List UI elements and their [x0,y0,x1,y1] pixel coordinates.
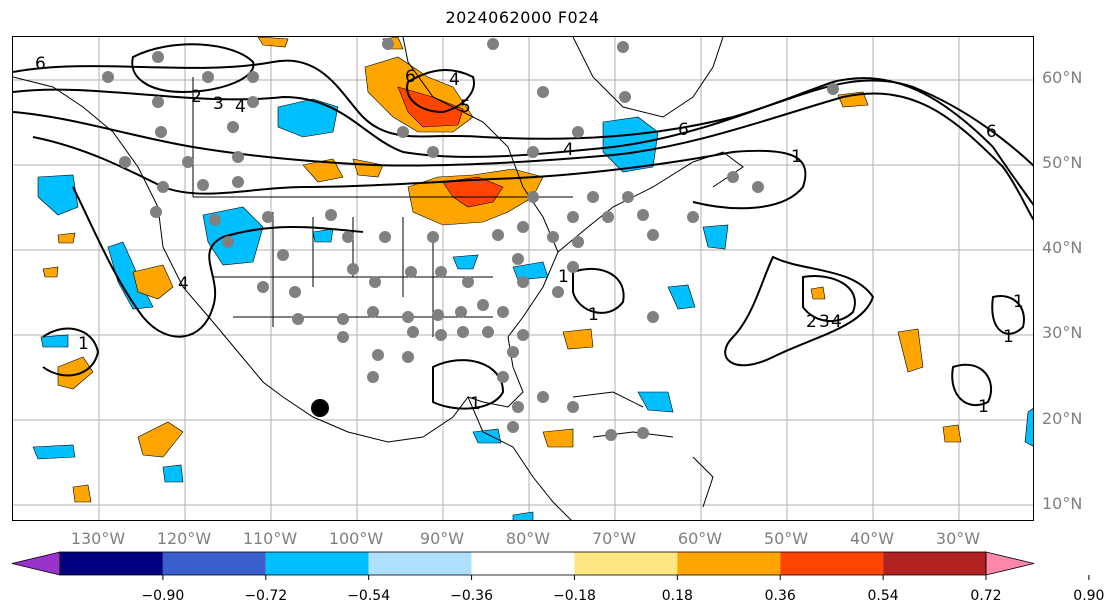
colorbar-extend-high [985,551,1035,576]
contour-label: 6 [678,120,689,140]
positive-anomaly-region [72,484,92,503]
contour-label: 6 [405,67,416,87]
coastlines [13,37,744,520]
contour-label: 3 [213,94,224,114]
latitude-label: 60°N [1042,68,1083,87]
negative-anomaly-region [162,464,184,483]
positive-anomaly-region [42,266,59,278]
latitude-label: 40°N [1042,238,1083,257]
colorbar-segment [471,552,575,575]
colorbar-tick-label: −0.18 [552,588,596,604]
longitude-label: 120°W [156,529,212,548]
negative-anomaly-region [32,444,76,460]
longitude-label: 80°W [505,529,551,548]
positive-anomaly-region [897,328,924,373]
latitude-label: 10°N [1042,494,1083,513]
longitude-label: 130°W [70,529,126,548]
contour-label: 1 [588,305,599,325]
longitude-label: 100°W [328,529,384,548]
positive-anomaly-region [57,356,94,390]
longitude-label: 40°W [849,529,895,548]
contour-label: 3 [819,312,830,332]
colorbar-segment [677,552,781,575]
contour-label: 4 [235,97,246,117]
latitude-label: 30°N [1042,323,1083,342]
latitude-label: 50°N [1042,153,1083,172]
colorbar-tick-label: −0.90 [141,588,185,604]
colorbar-extend-low [11,551,61,576]
positive-anomaly-region [542,428,574,448]
colorbar-tick-label: −0.54 [347,588,391,604]
colorbar-segment [574,552,678,575]
contour-label: 5 [460,97,471,117]
station-markers [102,38,839,441]
positive-anomaly-region [810,286,826,300]
negative-anomaly-region [1024,408,1033,447]
colorbar-tick-label: 0.72 [970,588,1002,604]
colorbar-tick-label: −0.36 [450,588,493,604]
positive-anomaly-region [942,424,962,443]
negative-anomaly-region [472,428,502,444]
contour-label: 6 [35,54,46,74]
negative-anomaly-region [312,228,334,243]
contour-label: 1 [558,267,569,287]
colorbar-segment [162,552,266,575]
negative-anomaly-region [37,174,79,216]
longitude-label: 60°W [677,529,723,548]
positive-anomaly-region [257,37,289,48]
colorbar-tick-label: −0.72 [244,588,288,604]
longitude-label: 90°W [419,529,465,548]
colorbar-segment [780,552,884,575]
negative-anomaly-region [40,334,69,348]
contour-label: 4 [831,312,842,332]
contour-label: 1 [470,394,481,414]
negative-anomaly-region [637,391,674,413]
contour-label: 1 [1003,327,1014,347]
negative-anomaly-region [512,511,534,520]
positive-anomaly-region [57,232,76,244]
negative-anomaly-region [702,224,729,250]
longitude-label: 50°W [763,529,809,548]
negative-anomaly-region [452,254,479,270]
contour-label: 4 [178,274,189,294]
positive-anomaly-region [132,264,174,300]
latitude-label: 20°N [1042,409,1083,428]
contour-label: 4 [563,140,574,160]
contour-label: 6 [986,122,997,142]
colorbar-segment [883,552,986,575]
contour-label: 1 [1013,292,1024,312]
height-contours [13,43,1033,410]
colorbar-tick-label: 0.18 [661,588,693,604]
colorbar-segment [60,552,163,575]
colorbar-tick-label: 0.54 [867,588,899,604]
positive-anomaly-region [562,328,594,350]
contour-label: 1 [78,334,89,354]
longitude-label: 70°W [591,529,637,548]
contour-label: 1 [791,147,802,167]
colorbar-segment [265,552,369,575]
anomaly-shading [32,37,1033,520]
negative-anomaly-region [667,284,696,310]
positive-anomaly-region [352,158,384,178]
contour-label: 2 [191,87,202,107]
colorbar-tick-label: 0.90 [1073,588,1105,604]
negative-anomaly-region [277,98,339,138]
colorbar-tick-label: 0.36 [764,588,796,604]
longitude-label: 30°W [935,529,981,548]
positive-anomaly-region [137,421,184,458]
contour-label: 4 [449,70,460,90]
highlight-marker[interactable] [311,399,329,417]
longitude-label: 110°W [242,529,298,548]
colorbar-segment [368,552,472,575]
map-title: 2024062000 F024 [445,8,600,27]
negative-anomaly-region [512,261,549,281]
contour-label: 2 [806,312,817,332]
contour-label: 1 [978,397,989,417]
